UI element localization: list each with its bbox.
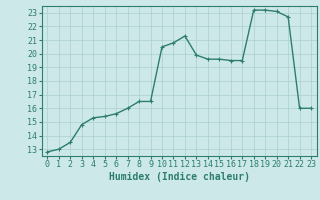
X-axis label: Humidex (Indice chaleur): Humidex (Indice chaleur) — [109, 172, 250, 182]
